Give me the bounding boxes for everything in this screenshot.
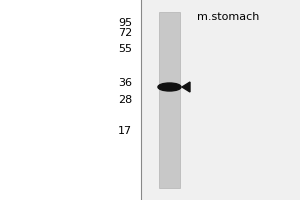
Ellipse shape <box>158 83 181 91</box>
Polygon shape <box>182 82 190 92</box>
Text: 36: 36 <box>118 78 132 88</box>
Text: m.stomach: m.stomach <box>197 12 259 22</box>
Bar <box>141 0 300 200</box>
Text: 95: 95 <box>118 18 132 28</box>
Bar <box>0 0 141 200</box>
Bar <box>159 12 180 188</box>
Text: 72: 72 <box>118 28 132 38</box>
Text: 55: 55 <box>118 44 132 54</box>
Text: 28: 28 <box>118 95 132 105</box>
Text: 17: 17 <box>118 126 132 136</box>
